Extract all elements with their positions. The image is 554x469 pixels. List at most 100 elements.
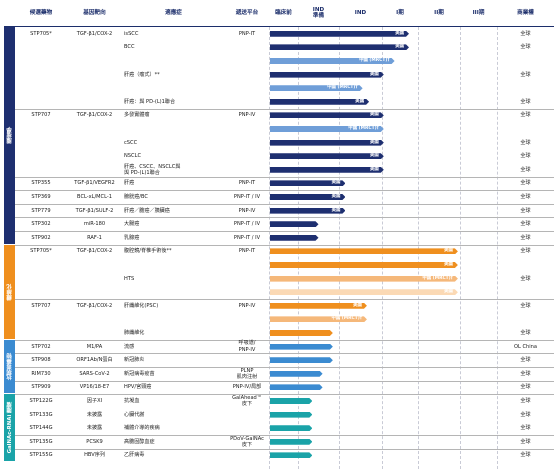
bar-label: 美國 <box>370 112 379 118</box>
target-cell: ORF1Ab/N蛋白 <box>76 357 113 364</box>
row-separator <box>15 176 554 178</box>
platform-cell: PNP-IV <box>238 112 256 119</box>
indication-cell: 肝纖維化(PSC) <box>124 302 159 309</box>
header-indication: 適應症 <box>165 9 182 16</box>
bar-label: 美國 <box>331 207 341 213</box>
indication-cell: 新冠肺炎 <box>124 357 145 364</box>
bar-label: 美國 <box>395 44 404 50</box>
header-divider <box>4 26 554 28</box>
target-cell: TGF-β1/COX-2 <box>76 112 113 119</box>
progress-bar <box>270 439 312 445</box>
row-separator <box>15 339 554 341</box>
progress-bar <box>270 330 333 336</box>
rights-cell: 全球 <box>520 275 531 282</box>
rights-cell: 全球 <box>520 153 531 160</box>
rights-cell: 全球 <box>520 207 531 214</box>
rights-cell: 全球 <box>520 425 531 432</box>
bar-label: 美國 <box>370 139 379 145</box>
header-phase2: II期 <box>434 9 444 16</box>
bar-label: 中國 (MRCT)† <box>348 126 379 131</box>
category-band: 纖維化 <box>4 244 15 339</box>
rights-cell: 全球 <box>520 193 531 200</box>
header-platform: 遞送平台 <box>235 9 259 16</box>
indication-cell: 腹腔鏡/脊椎手術後** <box>124 248 172 255</box>
progress-bar: 中國 (MRCT)† <box>270 58 395 64</box>
rights-cell: 全球 <box>520 112 531 119</box>
header-ind-prep: IND 準備 <box>312 6 325 19</box>
rights-cell: 全球 <box>520 370 531 377</box>
progress-bar: 中國 (MRCT)† <box>270 126 384 132</box>
bar-label: 美國 <box>370 166 379 172</box>
rights-cell: OL China <box>513 343 538 350</box>
row-separator <box>15 367 554 368</box>
header-ind: IND <box>354 9 367 16</box>
indication-cell: 肝癌、CSCC、NSCLC與 與 PD-(L)1聯合 <box>124 163 181 176</box>
progress-bar <box>270 235 319 241</box>
platform-cell: PNP-IT / IV <box>233 221 261 228</box>
target-cell: RAF-1 <box>87 234 102 241</box>
row-separator <box>15 108 554 110</box>
bar-label: 美國 <box>353 302 362 308</box>
platform-cell: 呼吸道/ PNP-IV <box>238 340 256 353</box>
rights-cell: 全球 <box>520 139 531 146</box>
candidate-cell: STP369 <box>31 193 51 200</box>
target-cell: BCL-xL/MCL-1 <box>77 193 112 200</box>
target-cell: M1/PA <box>86 343 103 350</box>
rights-cell: 全球 <box>520 30 531 37</box>
indication-cell: isSCC <box>124 30 139 37</box>
rights-cell: 全球 <box>520 438 531 445</box>
stage-gridline <box>497 27 498 469</box>
indication-cell: 流感 <box>124 343 135 350</box>
category-band: 腫瘤學 <box>4 27 15 244</box>
indication-cell: 心臟代謝 <box>124 411 145 418</box>
header-phase3: III期 <box>472 9 485 16</box>
row-separator <box>15 299 554 300</box>
rights-cell: 全球 <box>520 384 531 391</box>
row-separator <box>15 231 554 232</box>
row-separator <box>15 353 554 355</box>
platform-cell: PNP-IT / IV <box>233 193 261 200</box>
indication-cell: 乳腺癌 <box>124 234 140 241</box>
progress-bar: 美國 <box>270 289 458 295</box>
candidate-cell: STP707 <box>31 112 51 119</box>
bar-label: 美國 <box>444 289 453 295</box>
rights-cell: 全球 <box>520 221 531 228</box>
progress-bar: 美國 <box>270 99 369 105</box>
platform-cell: PNP-IT <box>238 248 256 255</box>
progress-bar <box>270 221 319 227</box>
progress-bar: 美國 <box>270 140 384 146</box>
category-label: 纖維化 <box>6 283 13 300</box>
target-cell: miR-180 <box>83 221 106 228</box>
category-label: 腫瘤學 <box>6 127 13 144</box>
bar-label: 美國 <box>370 153 379 159</box>
target-cell: HBV序列 <box>84 452 105 459</box>
stage-gridline <box>269 27 270 469</box>
candidate-cell: STP707 <box>31 302 51 309</box>
candidate-cell: RIM730 <box>31 370 51 377</box>
platform-cell: PNP-IV <box>238 207 256 214</box>
platform-cell: PNP-IT / IV <box>233 234 261 241</box>
progress-bar: 美國 <box>270 72 384 78</box>
progress-bar: 美國 <box>270 167 384 173</box>
stage-gridline <box>460 27 461 469</box>
indication-cell: HPV/宮頸癌 <box>124 384 152 391</box>
category-band: GalNAc-RNAi 腫瘤 <box>4 394 15 462</box>
rights-cell: 全球 <box>520 44 531 51</box>
category-label: 抗病毒藥物 <box>6 352 13 380</box>
indication-cell: 大腸癌 <box>124 221 140 228</box>
progress-bar: 美國 <box>270 153 384 159</box>
progress-bar <box>270 344 333 350</box>
header-rights: 商業權 <box>517 9 534 16</box>
bar-label: 美國 <box>331 194 341 199</box>
platform-cell: GalAhead™ 皮下 <box>232 394 262 407</box>
bar-label: 美國 <box>444 262 453 267</box>
stage-gridline <box>298 27 299 469</box>
indication-cell: cSCC <box>124 139 138 146</box>
target-cell: PCSK9 <box>86 438 103 445</box>
indication-cell: 抗凝血 <box>124 397 140 404</box>
bar-label: 中國 (MRCT)† <box>359 58 390 63</box>
bar-label: 美國 <box>370 71 379 77</box>
candidate-cell: STP705* <box>30 30 52 37</box>
stage-gridline <box>339 27 340 469</box>
